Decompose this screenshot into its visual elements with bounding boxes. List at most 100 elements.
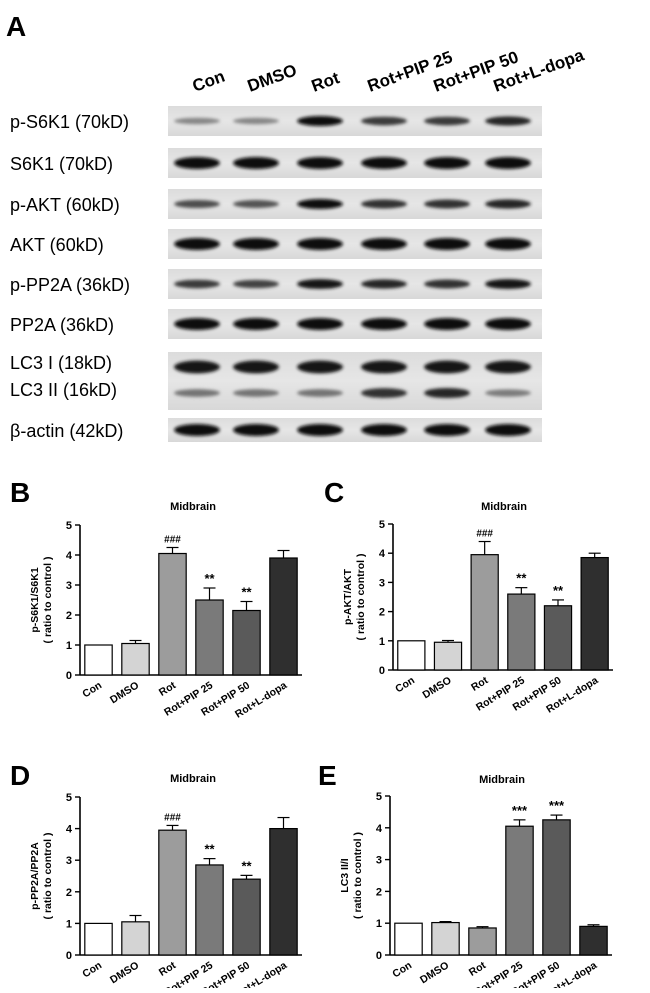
bar — [195, 864, 224, 956]
lane-label-rot: Rot — [309, 68, 342, 96]
blot-band — [485, 389, 531, 397]
blot-band — [174, 424, 220, 436]
blot-band — [174, 389, 220, 397]
bar — [269, 827, 298, 956]
y-tick-label: 3 — [66, 855, 72, 867]
x-tick-label: Rot — [157, 959, 179, 979]
significance-label: ### — [476, 529, 493, 540]
blot-row: S6K1 (70kD) — [10, 148, 542, 178]
blot-band — [297, 199, 343, 209]
bar — [543, 605, 573, 671]
blot-row: LC3 I (18kD) LC3 II (16kD) — [10, 352, 542, 410]
blot-row: p-AKT (60kD) — [10, 189, 542, 219]
significance-label: ** — [241, 858, 252, 873]
panel-letter-e: E — [318, 760, 337, 791]
x-tick-label: DMSO — [418, 959, 451, 986]
significance-label: ** — [553, 583, 564, 598]
x-tick-label: Rot — [469, 674, 491, 694]
y-axis-sublabel: ( ratio to control ) — [352, 832, 364, 919]
x-tick-label: DMSO — [421, 674, 454, 701]
blot-band — [485, 279, 531, 289]
y-tick-label: 2 — [376, 886, 382, 898]
blot-band — [485, 199, 531, 209]
blot-band — [361, 424, 407, 436]
y-tick-label: 5 — [376, 791, 382, 803]
blot-band — [297, 279, 343, 289]
bar — [431, 921, 460, 956]
significance-label: ** — [516, 571, 527, 586]
panel-letter-d: D — [10, 760, 30, 791]
blot-strip — [168, 269, 542, 299]
chart-title: Midbrain — [170, 501, 216, 513]
panel-letter-b: B — [10, 477, 30, 508]
blot-band — [174, 279, 220, 289]
y-tick-label: 1 — [379, 636, 385, 648]
blot-strip — [168, 148, 542, 178]
blot-row-label: LC3 I (18kD) — [10, 353, 112, 373]
blot-band — [424, 360, 470, 374]
blot-row-label: p-S6K1 (70kD) — [10, 112, 129, 132]
bar — [433, 641, 463, 671]
blot-strip — [168, 418, 542, 442]
y-tick-label: 4 — [66, 824, 73, 836]
blot-band — [297, 318, 343, 330]
blot-band — [233, 360, 279, 374]
blot-band — [424, 318, 470, 330]
blot-band — [361, 116, 407, 126]
blot-band — [297, 360, 343, 374]
y-tick-label: 0 — [66, 950, 72, 962]
blot-row: AKT (60kD) — [10, 229, 542, 259]
blot-band — [174, 157, 220, 169]
y-tick-label: 5 — [66, 792, 72, 804]
western-blot: Con DMSO Rot Rot+PIP 25 Rot+PIP 50 Rot+L… — [10, 45, 587, 442]
significance-label: *** — [512, 803, 528, 818]
blot-band — [424, 279, 470, 289]
bar — [394, 922, 423, 956]
chart-title: Midbrain — [170, 773, 216, 785]
blot-row-label: AKT (60kD) — [10, 235, 104, 255]
blot-band — [485, 360, 531, 374]
x-tick-label: Con — [390, 959, 414, 980]
blot-band — [361, 199, 407, 209]
y-axis-sublabel: ( ratio to control ) — [42, 833, 54, 920]
blot-band — [361, 388, 407, 398]
chart-title: Midbrain — [481, 501, 527, 513]
blot-band — [174, 199, 220, 209]
blot-strip — [168, 352, 542, 410]
bar — [468, 927, 497, 956]
blot-band — [485, 116, 531, 126]
bar — [269, 557, 298, 676]
x-tick-label: Con — [80, 679, 104, 700]
bar — [84, 644, 113, 676]
significance-label: ** — [204, 571, 215, 586]
y-tick-label: 2 — [379, 607, 385, 619]
panel-letter-a: A — [6, 11, 26, 42]
blot-band — [233, 279, 279, 289]
y-tick-label: 4 — [66, 550, 73, 562]
blot-row: PP2A (36kD) — [10, 309, 542, 339]
blot-band — [424, 199, 470, 209]
bar — [580, 556, 609, 671]
chart-panel-b: Midbrain 0 1 2 3 4 5 p-S6K1/S6K1( ratio to cont… — [29, 501, 302, 721]
blot-strip — [168, 189, 542, 219]
blot-row-label: p-PP2A (36kD) — [10, 275, 130, 295]
blot-row-label: LC3 II (16kD) — [10, 380, 117, 400]
significance-label: ** — [204, 842, 215, 857]
y-axis-label: p-S6K1/S6K1 — [29, 567, 41, 633]
bar — [397, 640, 426, 671]
y-tick-label: 2 — [66, 887, 72, 899]
blot-band — [174, 360, 220, 374]
lane-label-con: Con — [190, 67, 228, 96]
blot-strip — [168, 106, 542, 136]
blot-band — [485, 157, 531, 169]
x-tick-label: Rot — [467, 959, 489, 979]
y-axis-label: LC3 II/I — [339, 858, 351, 893]
bar — [542, 819, 571, 956]
significance-label: ** — [241, 585, 252, 600]
panel-letter-c: C — [324, 477, 344, 508]
blot-band — [485, 238, 531, 250]
blot-band — [361, 279, 407, 289]
blot-band — [485, 318, 531, 330]
blot-band — [297, 116, 343, 126]
